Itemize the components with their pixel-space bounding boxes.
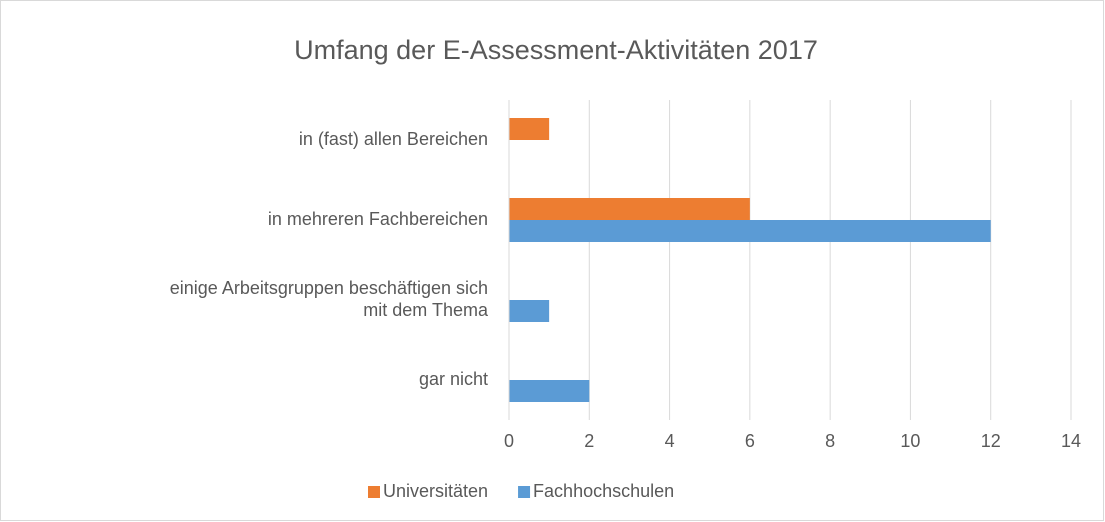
x-tick-label: 14	[1061, 431, 1081, 451]
y-tick-label: gar nicht	[419, 369, 488, 389]
bar	[509, 380, 590, 402]
legend-swatch	[518, 486, 531, 498]
x-tick-label: 12	[981, 431, 1001, 451]
x-tick-label: 0	[504, 431, 514, 451]
bar	[509, 220, 991, 242]
y-tick-label: in mehreren Fachbereichen	[268, 209, 488, 229]
x-tick-label: 10	[900, 431, 920, 451]
legend-label: Fachhochschulen	[533, 481, 674, 501]
legend-swatch	[368, 486, 380, 498]
x-tick-label: 8	[825, 431, 835, 451]
chart-title: Umfang der E-Assessment-Aktivitäten 2017	[294, 35, 818, 65]
x-tick-label: 4	[665, 431, 675, 451]
x-tick-label: 6	[745, 431, 755, 451]
y-tick-label: einige Arbeitsgruppen beschäftigen sich m…	[170, 278, 489, 320]
legend-label: Universitäten	[383, 481, 488, 501]
x-tick-label: 2	[584, 431, 594, 451]
bar	[509, 198, 750, 220]
bar	[509, 300, 550, 322]
y-tick-label: in (fast) allen Bereichen	[299, 129, 488, 149]
bar	[509, 118, 550, 140]
